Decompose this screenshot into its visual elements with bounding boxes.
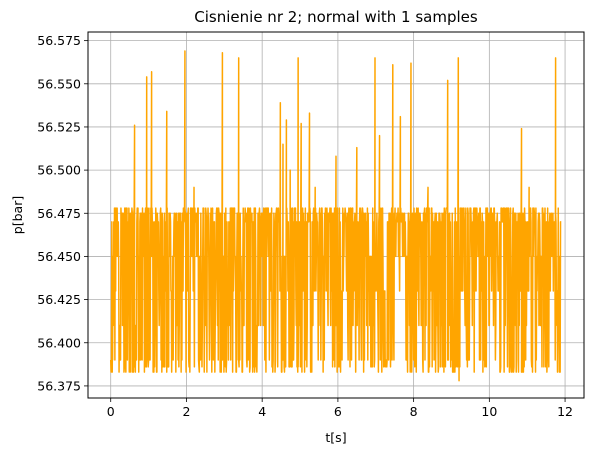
chart-title: Cisnienie nr 2; normal with 1 samples [194,8,478,26]
pressure-series-line [109,50,562,382]
y-tick-label: 56.375 [37,378,81,393]
y-axis-ticks: 56.375 56.400 56.425 56.450 56.475 56.500 56.5… [37,33,88,393]
plot-area: 0 2 4 6 8 10 12 56.375 56.400 56.425 56.450 56.475… [37,31,585,419]
x-tick-label: 4 [258,404,266,419]
x-tick-label: 12 [557,404,573,419]
x-axis-ticks: 0 2 4 6 8 10 12 [107,398,573,419]
y-tick-label: 56.500 [37,163,81,178]
x-tick-label: 0 [107,404,115,419]
y-axis-label: p[bar] [10,196,25,234]
x-tick-label: 2 [182,404,190,419]
x-tick-label: 10 [481,404,497,419]
x-tick-label: 6 [334,404,342,419]
plot-border [87,31,585,399]
series-group [109,50,562,382]
y-tick-label: 56.400 [37,335,81,350]
y-tick-label: 56.550 [37,76,81,91]
y-tick-label: 56.450 [37,249,81,264]
x-axis-label: t[s] [325,430,346,445]
y-tick-label: 56.575 [37,33,81,48]
x-tick-label: 8 [410,404,418,419]
y-tick-label: 56.525 [37,119,81,134]
y-tick-label: 56.475 [37,206,81,221]
y-tick-label: 56.425 [37,292,81,307]
